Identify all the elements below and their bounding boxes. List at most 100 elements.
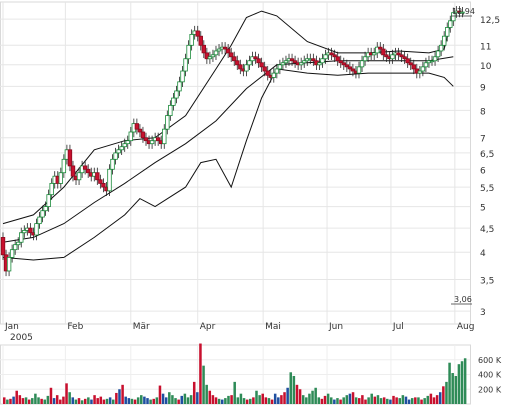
- candle-down: [82, 165, 88, 170]
- volume-bar: [158, 385, 162, 404]
- candle-up: [189, 34, 194, 46]
- volume-bar: [74, 399, 78, 404]
- volume-layer: [3, 343, 467, 404]
- volume-bar: [208, 390, 212, 404]
- candle-down: [143, 137, 149, 142]
- candle-down: [335, 56, 340, 62]
- volume-bar: [317, 397, 321, 404]
- candle-up: [441, 35, 447, 46]
- candle-down: [378, 46, 383, 50]
- volume-bar: [230, 395, 233, 404]
- y-tick-label: 4,5: [480, 225, 494, 235]
- candle-up: [177, 81, 182, 92]
- candle-up: [320, 58, 325, 64]
- candle-down: [381, 48, 386, 56]
- volume-bar: [451, 373, 454, 404]
- candle-down: [70, 165, 76, 177]
- volume-bar: [301, 395, 305, 404]
- volume-bar: [168, 392, 171, 404]
- y-tick-label: 11: [480, 42, 491, 52]
- candle-down: [457, 10, 462, 13]
- volume-bar: [277, 397, 280, 404]
- volume-bar: [298, 389, 302, 404]
- candle-down: [238, 64, 243, 70]
- last-price-label: 12,94: [452, 7, 475, 16]
- candle-down: [198, 35, 203, 46]
- candle-down: [225, 48, 231, 54]
- candle-down: [341, 62, 346, 66]
- candle-down: [201, 44, 207, 54]
- candle-up: [149, 140, 155, 145]
- candle-up: [40, 210, 45, 218]
- volume-bar: [15, 390, 18, 404]
- candle-up: [110, 158, 115, 170]
- candle-up: [438, 44, 444, 52]
- candle-up: [168, 104, 173, 117]
- volume-bar: [414, 397, 417, 404]
- volume-bar: [389, 399, 392, 404]
- volume-bar: [445, 381, 448, 404]
- volume-bar: [379, 398, 383, 404]
- candle-down: [256, 58, 261, 64]
- volume-bar: [426, 395, 430, 404]
- candle-down: [222, 46, 228, 50]
- volume-bar: [149, 399, 152, 404]
- volume-bar: [177, 399, 180, 404]
- volume-bar: [345, 395, 349, 404]
- y-tick-label: 10: [480, 62, 492, 72]
- volume-bar: [105, 398, 109, 404]
- candle-up: [271, 72, 276, 78]
- volume-bar: [454, 375, 458, 404]
- candle-down: [98, 179, 103, 184]
- volume-bar: [192, 381, 196, 404]
- candle-down: [399, 54, 404, 58]
- candle-down: [408, 62, 413, 66]
- volume-bar: [118, 389, 121, 404]
- volume-bar: [398, 398, 402, 404]
- candle-down: [95, 172, 100, 181]
- volume-bar: [121, 384, 124, 404]
- volume-bar: [21, 398, 25, 404]
- candle-up: [323, 54, 328, 60]
- candle-down: [402, 56, 407, 60]
- candle-up: [448, 20, 453, 28]
- volume-bar: [429, 393, 433, 404]
- candle-up: [16, 241, 21, 246]
- candle-up: [122, 143, 127, 148]
- volume-bar: [323, 395, 327, 404]
- candle-up: [371, 52, 377, 56]
- candle-up: [12, 244, 18, 251]
- candle-up: [6, 256, 12, 272]
- candle-up: [247, 60, 252, 66]
- x-tick-label: Jun: [328, 322, 343, 332]
- volume-bar: [292, 375, 296, 404]
- y-tick-label: 5,5: [480, 184, 494, 194]
- volume-bar: [80, 400, 84, 404]
- candle-up: [460, 11, 465, 14]
- volume-bar: [320, 398, 324, 404]
- candle-down: [262, 66, 267, 72]
- candle-down: [311, 58, 316, 62]
- candle-up: [277, 64, 283, 70]
- volume-bar: [68, 392, 71, 404]
- volume-bar: [83, 398, 87, 404]
- candle-up: [445, 27, 450, 37]
- min-price-label: 3,06: [454, 295, 472, 304]
- candle-up: [451, 12, 456, 22]
- volume-tick-label: 600 K: [478, 356, 502, 365]
- volume-bar: [245, 399, 249, 404]
- volume-bar: [351, 392, 355, 404]
- candle-up: [362, 56, 368, 62]
- volume-bar: [93, 395, 96, 404]
- volume-bar: [395, 397, 398, 404]
- candle-up: [46, 194, 51, 207]
- candle-down: [347, 66, 353, 70]
- candle-down: [0, 237, 6, 256]
- candle-up: [9, 249, 15, 258]
- volume-bar: [146, 398, 149, 404]
- volume-bar: [27, 399, 31, 404]
- volume-bar: [90, 399, 93, 404]
- volume-bar: [423, 398, 426, 404]
- volume-bar: [367, 397, 370, 404]
